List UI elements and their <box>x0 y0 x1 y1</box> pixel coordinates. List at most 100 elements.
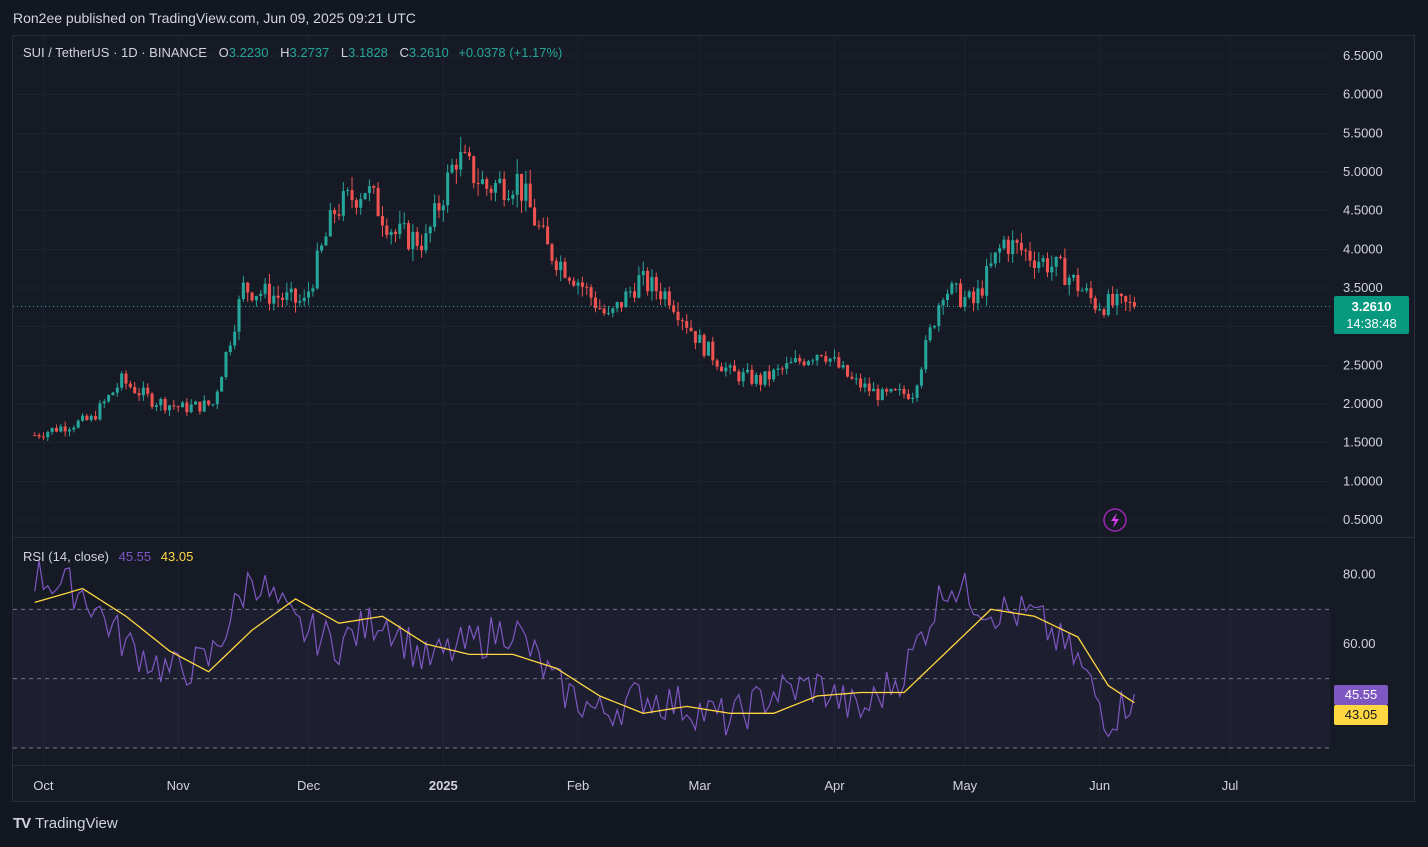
candle-body <box>46 432 50 438</box>
high-value: 3.2737 <box>289 45 330 60</box>
candle-body <box>506 198 511 200</box>
price-tick-label: 4.0000 <box>1343 241 1383 256</box>
candle-body <box>680 320 684 322</box>
candle-body <box>528 183 532 208</box>
candle-body <box>163 399 167 411</box>
candle-body <box>1098 309 1102 311</box>
candle-body <box>189 404 193 413</box>
candle-body <box>619 302 624 308</box>
candle-body <box>1045 258 1049 273</box>
candle-body <box>1119 294 1123 297</box>
candle-body <box>241 282 245 300</box>
candle-body <box>372 186 376 188</box>
close-label: C <box>399 45 409 60</box>
candle-body <box>941 300 945 306</box>
candle-body <box>789 362 793 364</box>
candle-body <box>902 388 906 394</box>
candle-body <box>806 361 810 366</box>
candle-body <box>1128 301 1132 303</box>
candle-body <box>663 291 667 300</box>
candle-body <box>202 400 206 412</box>
rsi-legend[interactable]: RSI (14, close) 45.55 43.05 <box>23 549 193 564</box>
candle-body <box>215 391 219 405</box>
candle-body <box>1072 274 1076 278</box>
candle-body <box>228 345 232 353</box>
candle-body <box>563 261 567 278</box>
candle-body <box>628 291 632 293</box>
candle-body <box>520 173 524 201</box>
candle-body <box>76 420 80 428</box>
candle-body <box>885 389 889 392</box>
time-tick-label: Dec <box>297 778 321 793</box>
candle-body <box>320 245 324 251</box>
candle-body <box>615 302 619 309</box>
candle-body <box>81 415 85 421</box>
candle-body <box>580 282 584 287</box>
candle-body <box>337 214 341 216</box>
candle-body <box>854 378 858 380</box>
candle-body <box>841 365 845 368</box>
alert-lightning-icon <box>1103 508 1127 532</box>
time-tick-label: Mar <box>689 778 712 793</box>
candle-body <box>194 401 198 405</box>
candle-body <box>689 327 693 332</box>
candle-body <box>711 341 715 361</box>
candle-body <box>859 378 863 388</box>
last-price: 3.2610 <box>1351 299 1392 314</box>
footer-brand[interactable]: TV TradingView <box>13 815 118 832</box>
candle-body <box>263 283 267 294</box>
candle-body <box>759 374 763 385</box>
candle-body <box>315 250 319 289</box>
candle-body <box>976 288 980 304</box>
candle-body <box>59 426 63 432</box>
candle-body <box>872 388 876 392</box>
candle-body <box>1058 256 1063 259</box>
time-tick-label: 2025 <box>429 778 458 793</box>
candle-body <box>511 194 515 199</box>
candle-body <box>1093 298 1097 310</box>
rsi-value-tag: 45.55 <box>1334 685 1388 705</box>
candle-body <box>793 358 797 363</box>
candle-body <box>985 266 989 296</box>
candle-body <box>407 223 411 250</box>
candle-body <box>250 292 254 301</box>
candle-body <box>959 283 963 308</box>
candle-body <box>402 223 406 225</box>
candle-body <box>585 286 589 288</box>
time-tick-label: Jun <box>1089 778 1110 793</box>
candle-body <box>294 288 298 303</box>
time-tick-label: Jul <box>1222 778 1239 793</box>
price-tick-label: 0.5000 <box>1343 512 1383 527</box>
candle-body <box>911 397 915 399</box>
candle-body <box>1002 239 1006 249</box>
candle-body <box>137 393 141 396</box>
symbol-title[interactable]: SUI / TetherUS · 1D · BINANCE <box>23 45 207 60</box>
candle-body <box>989 263 993 267</box>
candle-body <box>1050 266 1054 273</box>
candle-body <box>802 361 806 366</box>
candle-body <box>398 223 402 235</box>
candle-body <box>550 244 554 261</box>
time-tick-label: Apr <box>824 778 845 793</box>
candle-body <box>602 308 606 314</box>
candle-body <box>1067 277 1071 286</box>
candle-body <box>280 297 285 300</box>
candle-body <box>737 371 741 382</box>
candle-body <box>637 275 641 298</box>
price-tick-label: 1.5000 <box>1343 435 1383 450</box>
candle-body <box>767 371 771 380</box>
candle-body <box>819 355 823 357</box>
candle-body <box>389 231 393 235</box>
candle-body <box>693 331 697 343</box>
candle-body <box>724 367 728 372</box>
candle-body <box>41 436 45 438</box>
rsi-ma-value-tag: 43.05 <box>1334 705 1388 725</box>
candle-body <box>572 280 576 286</box>
candle-body <box>63 426 67 432</box>
candle-body <box>906 393 910 399</box>
candle-body <box>1102 309 1106 316</box>
bar-countdown: 14:38:48 <box>1346 316 1397 331</box>
candle-body <box>828 358 832 362</box>
candle-body <box>72 427 76 430</box>
